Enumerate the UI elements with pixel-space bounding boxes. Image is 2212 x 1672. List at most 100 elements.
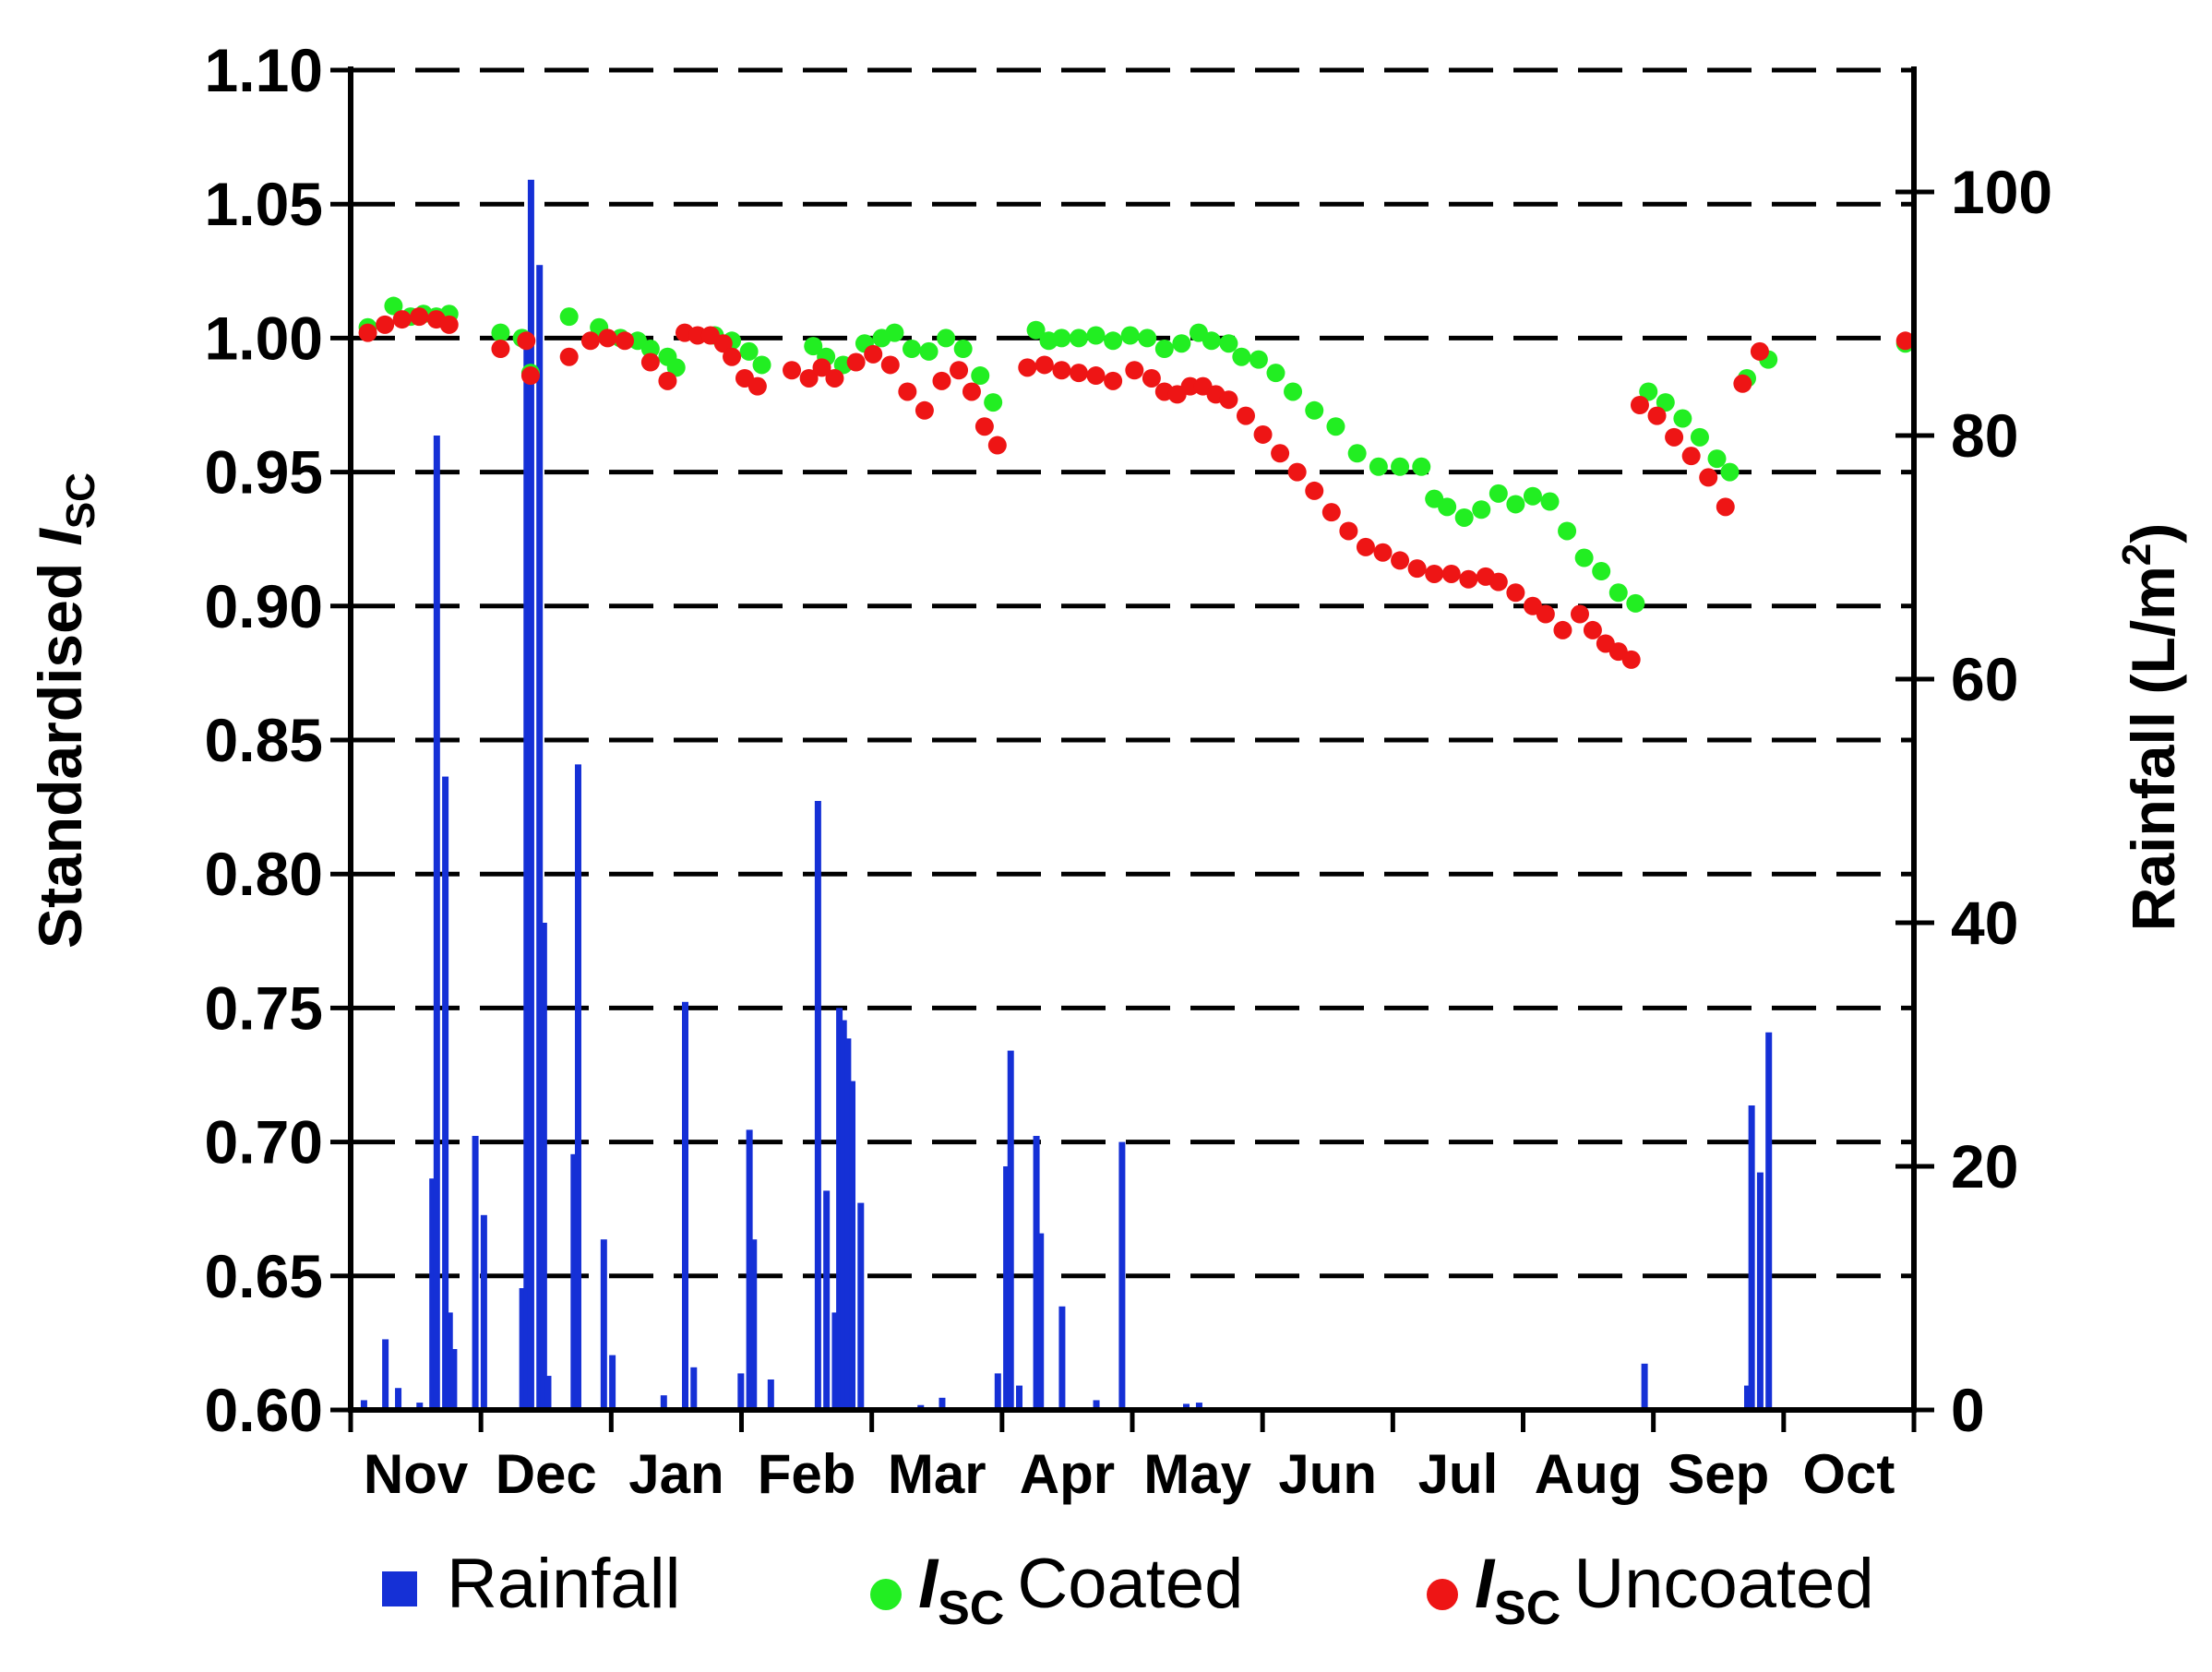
coated-point xyxy=(1574,548,1594,567)
coated-point xyxy=(1608,583,1628,603)
coated-point xyxy=(1438,497,1457,517)
month-label: May xyxy=(1143,1443,1251,1505)
coated-point xyxy=(1673,409,1692,428)
coated-point xyxy=(1412,457,1431,476)
coated-point xyxy=(666,358,686,377)
uncoated-point xyxy=(962,382,981,401)
uncoated-point xyxy=(1536,604,1555,624)
coated-point xyxy=(1626,593,1645,613)
rainfall-bar xyxy=(544,1376,552,1410)
coated-point xyxy=(1369,457,1388,476)
coated-point xyxy=(491,323,510,342)
uncoated-point xyxy=(491,340,510,359)
month-label: Apr xyxy=(1020,1443,1115,1505)
left-tick-label: 0.75 xyxy=(205,973,323,1042)
coated-point xyxy=(953,340,973,359)
uncoated-point xyxy=(1630,396,1649,414)
coated-point xyxy=(1069,328,1088,348)
rainfall-bar xyxy=(1058,1306,1066,1410)
left-tick-label: 0.70 xyxy=(205,1108,323,1176)
coated-point xyxy=(559,307,579,327)
rainfall-bar xyxy=(690,1367,698,1410)
right-tick-label: 60 xyxy=(1951,645,2018,713)
legend-coated-label: ISC Coated xyxy=(918,1545,1243,1635)
uncoated-point xyxy=(783,361,802,380)
uncoated-point xyxy=(1305,481,1324,500)
uncoated-point xyxy=(517,331,536,351)
coated-point xyxy=(1489,484,1508,503)
left-tick-label: 0.95 xyxy=(205,438,323,507)
rainfall-bar xyxy=(682,1001,689,1410)
coated-point xyxy=(1347,444,1367,463)
uncoated-point xyxy=(1583,620,1602,639)
legend-rainfall-label: Rainfall xyxy=(447,1545,680,1623)
rainfall-bar xyxy=(1641,1363,1648,1410)
right-tick-label: 80 xyxy=(1951,401,2018,470)
uncoated-points xyxy=(358,307,1915,669)
uncoated-point xyxy=(1125,361,1144,380)
rainfall-bar xyxy=(1093,1400,1100,1410)
legend-rainfall-marker xyxy=(382,1571,417,1606)
rainfall-bar xyxy=(844,1038,852,1410)
uncoated-point xyxy=(658,371,677,390)
uncoated-point xyxy=(1069,364,1088,383)
rainfall-bar xyxy=(994,1373,1001,1410)
coated-point xyxy=(1284,382,1303,401)
coated-point xyxy=(1266,364,1285,383)
rainfall-bar xyxy=(939,1397,946,1410)
coated-point xyxy=(937,328,956,348)
rainfall-bar xyxy=(1007,1050,1014,1410)
uncoated-point xyxy=(915,400,934,420)
uncoated-point xyxy=(880,355,900,375)
left-tick-label: 0.60 xyxy=(205,1376,323,1444)
rainfall-bar xyxy=(1765,1032,1773,1410)
uncoated-point xyxy=(1253,424,1273,444)
rainfall-bar xyxy=(1743,1385,1751,1410)
uncoated-point xyxy=(520,366,540,386)
rainfall-bar xyxy=(472,1136,479,1410)
left-axis-title: Standardised ISC xyxy=(26,472,103,949)
coated-point xyxy=(1639,382,1658,401)
uncoated-point xyxy=(1553,620,1572,639)
uncoated-point xyxy=(1271,444,1290,463)
rainfall-bar xyxy=(857,1202,865,1410)
legend-uncoated-marker xyxy=(1427,1579,1458,1610)
coated-point xyxy=(1026,320,1046,340)
uncoated-point xyxy=(1104,371,1123,390)
uncoated-point xyxy=(987,436,1007,455)
uncoated-point xyxy=(1716,497,1735,517)
rainfall-bar xyxy=(609,1355,616,1410)
rainfall-bar xyxy=(831,1312,839,1410)
month-label: Jun xyxy=(1278,1443,1377,1505)
axes xyxy=(330,66,1934,1432)
month-label: Mar xyxy=(888,1443,986,1505)
coated-point xyxy=(1138,328,1157,348)
left-tick-label: 0.65 xyxy=(205,1242,323,1310)
coated-point xyxy=(1454,508,1474,527)
month-label: Oct xyxy=(1802,1443,1895,1505)
month-label: Nov xyxy=(364,1443,469,1505)
rainfall-bar xyxy=(746,1129,753,1410)
coated-point xyxy=(1120,326,1140,345)
month-labels: Nov Dec Jan Feb Mar Apr May Jun Jul Aug Sep Oct xyxy=(364,1443,1895,1505)
rainfall-bar xyxy=(450,1349,458,1410)
coated-point xyxy=(1219,334,1238,353)
coated-point xyxy=(1052,328,1071,348)
rainfall-bars xyxy=(360,179,1773,1411)
uncoated-point xyxy=(392,310,412,329)
coated-point xyxy=(1154,340,1174,359)
rainfall-bar xyxy=(1003,1166,1010,1410)
uncoated-point xyxy=(439,315,459,334)
uncoated-point xyxy=(376,315,395,334)
uncoated-point xyxy=(1018,358,1037,377)
rainfall-bar xyxy=(836,1008,843,1410)
uncoated-point xyxy=(1570,604,1589,624)
rainfall-bar xyxy=(849,1081,856,1410)
uncoated-point xyxy=(1236,406,1255,425)
gridlines xyxy=(351,67,1914,1279)
uncoated-point xyxy=(580,331,600,351)
uncoated-point xyxy=(1034,355,1054,375)
rainfall-bar xyxy=(814,801,821,1410)
left-tick-labels: 0.60 0.65 0.70 0.75 0.80 0.85 0.90 0.95 1.00 1.05… xyxy=(205,36,323,1444)
